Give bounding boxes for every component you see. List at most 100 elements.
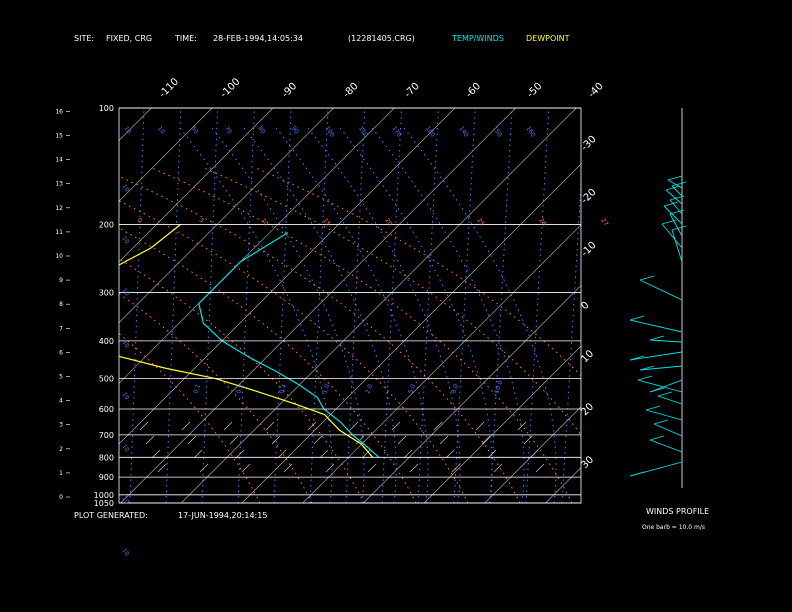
wind-barb-flag bbox=[665, 185, 681, 191]
moist-adiabat-label: 0.2 bbox=[235, 383, 245, 395]
pressure-label: 200 bbox=[99, 220, 114, 229]
mixing-ratio-label: 170 bbox=[390, 125, 402, 139]
moist-adiabat-label: 5.0 bbox=[407, 383, 417, 395]
wind-barb-flag bbox=[653, 419, 669, 425]
wind-barb bbox=[661, 223, 683, 249]
height-tick-label: 8 bbox=[59, 301, 63, 308]
moist-adiabat-label: 2.0 bbox=[364, 383, 374, 395]
isotherm-line bbox=[181, 108, 577, 503]
grid-tick bbox=[349, 421, 359, 431]
pressure-label: 100 bbox=[99, 104, 114, 113]
isotherm-right-label: 30 bbox=[579, 454, 596, 471]
isotherm-line bbox=[119, 108, 213, 202]
wind-barb bbox=[629, 351, 683, 361]
moist-adiabat-label: 1.0 bbox=[321, 383, 331, 395]
mixing-ratio-line bbox=[129, 108, 145, 503]
mixing-ratio-label: 10 bbox=[122, 125, 132, 135]
grid-tick bbox=[409, 463, 419, 473]
moist-adiabat bbox=[307, 127, 461, 503]
legend-dewpoint: DEWPOINT bbox=[526, 34, 570, 43]
isotherm-line bbox=[667, 108, 792, 503]
mixing-ratio-label: 10 bbox=[156, 125, 166, 135]
mixing-ratio-line bbox=[453, 108, 476, 503]
grid-tick bbox=[535, 463, 545, 473]
isotherm-top-label: -60 bbox=[464, 81, 483, 100]
mixing-ratio-line bbox=[417, 108, 439, 503]
mixing-ratio-label: 50 bbox=[189, 125, 199, 135]
moist-adiabat bbox=[403, 127, 557, 503]
wind-barb bbox=[649, 379, 683, 393]
grid-tick bbox=[493, 463, 503, 473]
dry-adiabat-label: 27 bbox=[599, 217, 609, 227]
barb-note: One barb = 10.0 m/s bbox=[642, 524, 705, 531]
grid-tick bbox=[529, 449, 539, 459]
winds-profile-title: WINDS PROFILE bbox=[646, 507, 709, 516]
grid-tick bbox=[325, 463, 335, 473]
mixing-ratio-label: 90 bbox=[290, 125, 300, 135]
mixing-ratio-line bbox=[525, 108, 550, 503]
isotherm-line bbox=[241, 163, 581, 503]
height-tick-label: 4 bbox=[59, 398, 63, 405]
wind-barb-flag bbox=[663, 201, 679, 207]
wind-barb bbox=[629, 319, 683, 333]
mixing-ratio-line bbox=[489, 108, 513, 503]
wind-barb bbox=[649, 439, 683, 453]
grid-tick bbox=[397, 435, 407, 445]
mixing-ratio-label: 140 bbox=[457, 125, 469, 139]
dry-adiabat-label: 26 bbox=[537, 217, 547, 227]
left-isopleth-label: 10 bbox=[120, 495, 130, 505]
mixing-ratio-label: 70 bbox=[223, 125, 233, 135]
wind-barb bbox=[669, 213, 683, 237]
isotherm-line bbox=[302, 224, 581, 503]
wind-barb-flag bbox=[657, 391, 673, 397]
grid-tick bbox=[445, 449, 455, 459]
dry-adiabat bbox=[151, 167, 573, 503]
wind-barb bbox=[667, 179, 683, 189]
pressure-label: 1000 bbox=[94, 491, 114, 500]
mixing-ratio-label: 100 bbox=[323, 125, 335, 139]
wind-barb bbox=[653, 423, 683, 437]
left-isopleth-label: 10 bbox=[120, 391, 130, 401]
pressure-label: 800 bbox=[99, 453, 114, 462]
pressure-label: 300 bbox=[99, 289, 114, 298]
left-isopleth-label: 10 bbox=[120, 183, 130, 193]
pressure-label: 900 bbox=[99, 473, 114, 482]
isotherm-line bbox=[484, 406, 581, 503]
height-tick-label: 2 bbox=[59, 446, 63, 453]
wind-barb-flag bbox=[667, 175, 683, 181]
wind-barb-flag bbox=[629, 355, 645, 361]
isotherm-right-label: -30 bbox=[579, 134, 598, 153]
wind-barb bbox=[639, 365, 683, 371]
grid-tick bbox=[193, 449, 203, 459]
left-isopleth-label: 10 bbox=[120, 443, 130, 453]
grid-tick bbox=[439, 435, 449, 445]
moist-adiabat-label: 0.4 bbox=[278, 383, 288, 395]
moist-adiabat bbox=[275, 127, 429, 503]
wind-barb-flag bbox=[639, 365, 655, 371]
grid-tick bbox=[277, 449, 287, 459]
dry-adiabat-label: 20 bbox=[383, 217, 393, 227]
mixing-ratio-label: 160 bbox=[524, 125, 536, 139]
wind-barb bbox=[665, 189, 683, 205]
moist-adiabat bbox=[243, 127, 397, 503]
height-tick-label: 0 bbox=[59, 494, 63, 501]
dry-adiabat bbox=[119, 258, 365, 503]
isotherm-right-label: 20 bbox=[579, 401, 596, 418]
file-id: (12281405.CRG) bbox=[348, 34, 415, 43]
grid-tick bbox=[235, 449, 245, 459]
dry-adiabat bbox=[255, 167, 581, 377]
height-tick-label: 13 bbox=[55, 181, 63, 188]
wind-barb-flag bbox=[629, 315, 645, 321]
isotherm-line bbox=[120, 108, 516, 503]
left-isopleth-label: 10 bbox=[120, 287, 130, 297]
winds-profile bbox=[629, 108, 687, 488]
wind-barb-flag bbox=[661, 219, 677, 225]
mixing-ratio-line bbox=[598, 108, 622, 503]
wind-barb bbox=[639, 279, 683, 301]
mixing-ratio-label: 150 bbox=[491, 125, 503, 139]
isotherm-top-label: -40 bbox=[586, 81, 605, 100]
plot-area bbox=[118, 107, 792, 504]
mixing-ratio-label: 110 bbox=[357, 125, 369, 139]
grid-tick bbox=[283, 463, 293, 473]
